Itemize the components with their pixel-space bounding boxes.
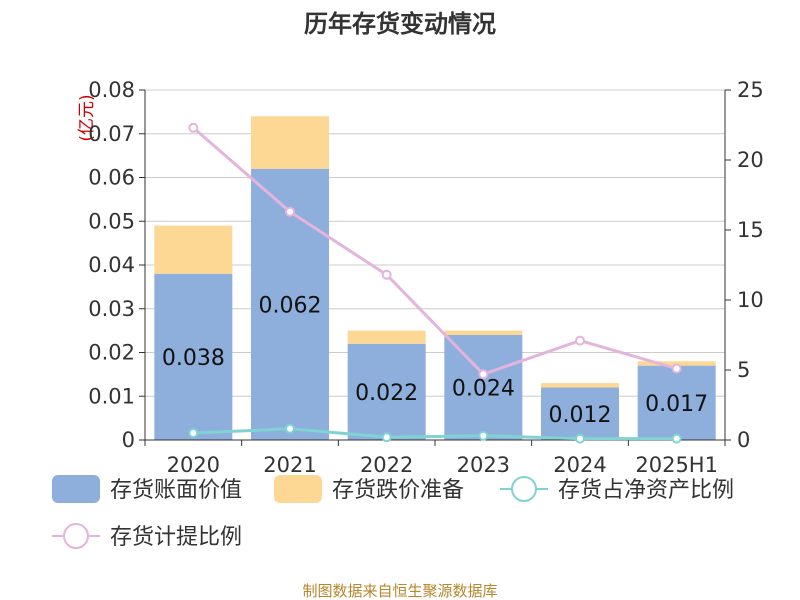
right-tick-label: 25 [737, 78, 764, 102]
left-tick-label: 0.03 [88, 297, 135, 321]
legend-label: 存货跌价准备 [332, 478, 464, 503]
legend-swatch [274, 475, 322, 503]
point-provision-ratio [575, 335, 585, 346]
left-tick-label: 0.01 [88, 384, 135, 408]
legend-label: 存货计提比例 [110, 525, 242, 550]
bar-book-value [637, 365, 716, 440]
left-tick-label: 0.08 [88, 78, 135, 102]
x-tick-label: 2020 [167, 453, 220, 477]
x-tick-label: 2024 [553, 453, 606, 477]
bar-impairment-reserve [251, 116, 329, 169]
right-tick-label: 15 [737, 218, 764, 242]
left-tick-label: 0.05 [88, 209, 135, 233]
legend-inventory-to-net-assets: 存货占净资产比例 [500, 476, 734, 503]
right-axis-unit: % [795, 86, 800, 102]
point-inventory-to-net-assets [188, 428, 199, 438]
point-provision-ratio [285, 206, 295, 217]
point-inventory-to-net-assets [671, 433, 682, 444]
left-tick-label: 0.06 [88, 166, 135, 190]
point-inventory-to-net-assets [575, 433, 585, 444]
bar-series [154, 116, 716, 440]
bar-value-label: 0.012 [549, 403, 612, 428]
line-inventory-to-net-assets [193, 427, 677, 441]
legend-provision-ratio: 存货计提比例 [52, 523, 242, 550]
right-tick-label: 0 [737, 428, 750, 452]
bar-book-value [347, 343, 426, 440]
axes: 0 0.01 0.02 0.03 0.04 0.05 0.06 0.07 0.08 0 5 10 15 2… [88, 78, 764, 477]
legend-impairment-reserve: 存货跌价准备 [274, 475, 464, 503]
bar-impairment-reserve [444, 330, 523, 335]
legend-label: 存货占净资产比例 [558, 478, 734, 503]
point-provision-ratio [381, 269, 392, 280]
chart-title: 历年存货变动情况 [304, 10, 496, 38]
left-tick-label: 0 [122, 428, 135, 452]
point-inventory-to-net-assets [285, 423, 295, 434]
bar-value-label: 0.062 [259, 293, 322, 318]
point-provision-ratio [671, 363, 682, 374]
left-tick-label: 0.07 [88, 122, 135, 146]
x-tick-label: 2021 [263, 453, 316, 477]
legend-swatch-marker [63, 523, 89, 549]
bar-book-value [154, 273, 233, 440]
bar-value-label: 0.022 [355, 381, 418, 406]
bar-book-value [541, 387, 619, 440]
left-axis-unit: (亿元) [77, 94, 97, 141]
left-tick-label: 0.02 [88, 341, 135, 365]
legend-swatch [52, 475, 100, 503]
x-tick-label: 2025H1 [635, 453, 718, 477]
legend-swatch-marker [511, 476, 537, 502]
x-tick-label: 2023 [457, 453, 510, 477]
right-tick-label: 5 [737, 358, 750, 382]
x-tick-label: 2022 [360, 453, 413, 477]
bar-impairment-reserve [541, 383, 619, 388]
source-note: 制图数据来自恒生聚源数据库 [302, 582, 497, 600]
legend-book-value: 存货账面价值 [52, 475, 242, 503]
bar-impairment-reserve [637, 361, 716, 366]
point-inventory-to-net-assets [478, 430, 489, 441]
bar-value-label: 0.038 [162, 346, 225, 371]
line-provision-ratio [192, 126, 678, 376]
bar-book-value [444, 335, 523, 440]
bar-impairment-reserve [154, 225, 233, 274]
line-series [188, 122, 682, 444]
data-labels: 0.038 0.062 0.022 0.024 0.012 0.017 [162, 293, 708, 427]
bar-impairment-reserve [347, 330, 426, 344]
point-inventory-to-net-assets [381, 432, 392, 443]
point-provision-ratio [188, 122, 199, 133]
left-tick-label: 0.04 [88, 253, 135, 277]
right-tick-label: 10 [737, 288, 764, 312]
right-tick-label: 20 [737, 148, 764, 172]
bar-value-label: 0.024 [452, 377, 515, 402]
point-provision-ratio [478, 369, 489, 380]
bar-value-label: 0.017 [645, 392, 708, 417]
legend-label: 存货账面价值 [110, 478, 242, 503]
